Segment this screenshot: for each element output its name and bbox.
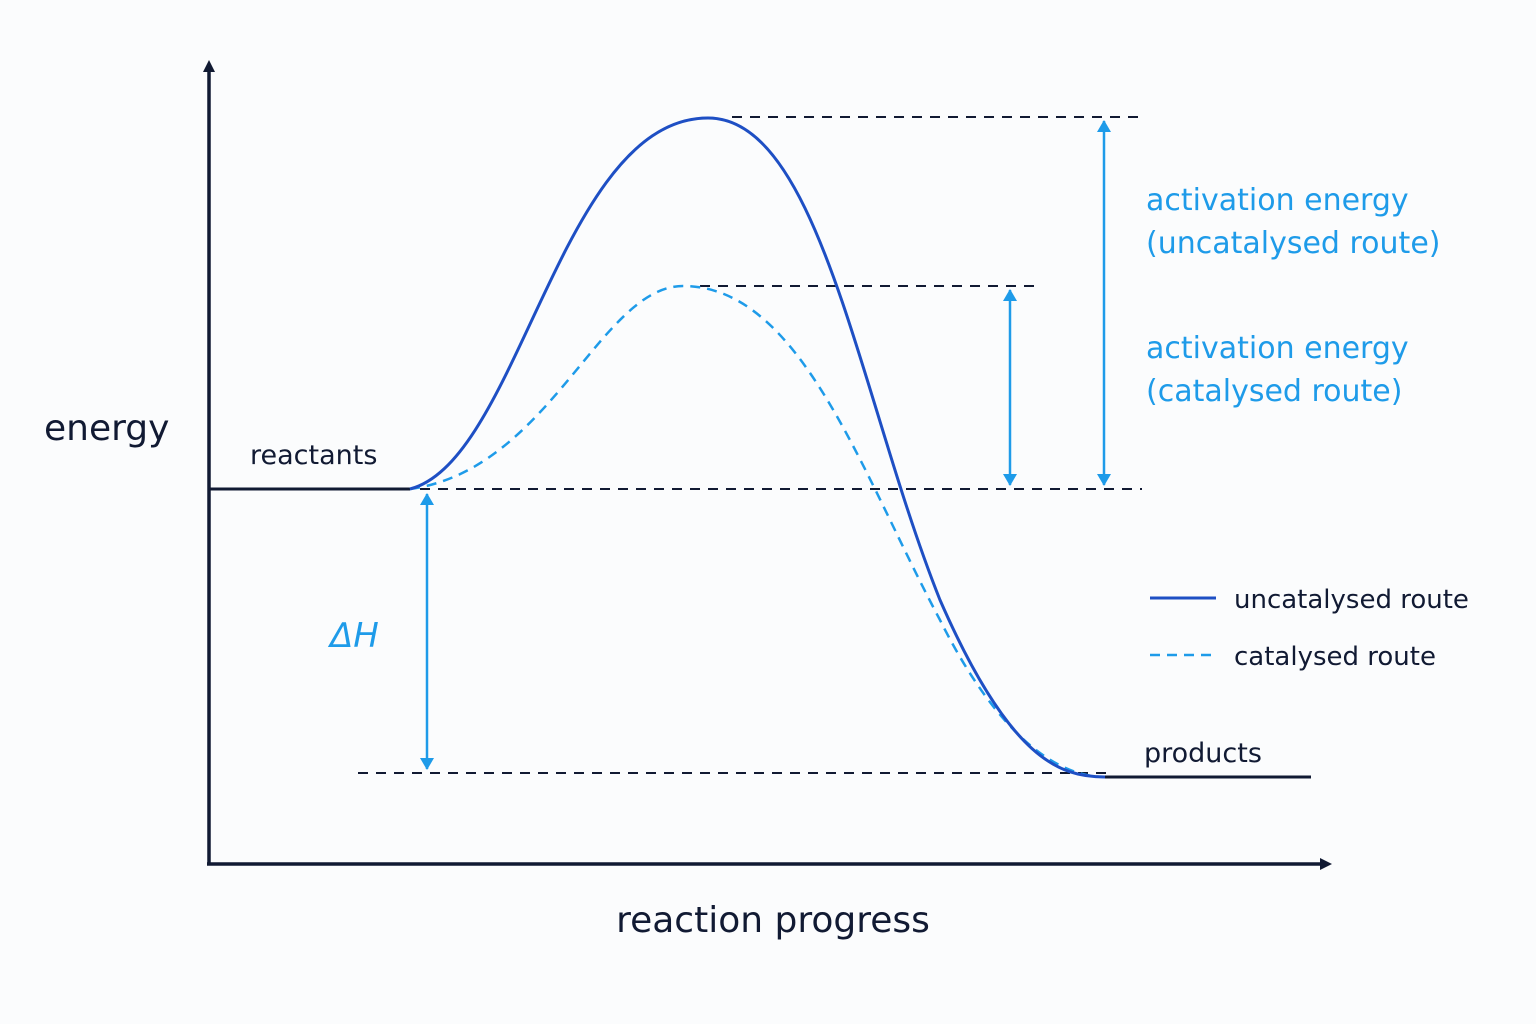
- reactants-label: reactants: [250, 440, 377, 471]
- activation-catalysed-line-2: (catalysed route): [1146, 374, 1402, 409]
- legend-catalysed-label: catalysed route: [1234, 642, 1436, 672]
- axes: [203, 60, 1332, 870]
- legend-uncatalysed-label: uncatalysed route: [1234, 585, 1469, 615]
- activation-catalysed-label: activation energy (catalysed route): [1146, 331, 1418, 409]
- annotation-arrows: [420, 120, 1111, 770]
- activation-uncatalysed-line-2: (uncatalysed route): [1146, 226, 1440, 261]
- uncatalysed-curve: [409, 116, 1106, 779]
- activation-uncatalysed-line-1: activation energy: [1146, 183, 1409, 218]
- x-axis-label: reaction progress: [616, 900, 930, 941]
- activation-catalysed-line-1: activation energy: [1146, 331, 1409, 366]
- legend: uncatalysed route catalysed route: [1150, 585, 1469, 672]
- activation-uncatalysed-label: activation energy (uncatalysed route): [1146, 183, 1440, 261]
- products-label: products: [1144, 738, 1262, 769]
- reference-lines: [358, 116, 1145, 774]
- y-axis-label: energy: [44, 408, 169, 449]
- delta-h-label: ΔH: [327, 616, 379, 656]
